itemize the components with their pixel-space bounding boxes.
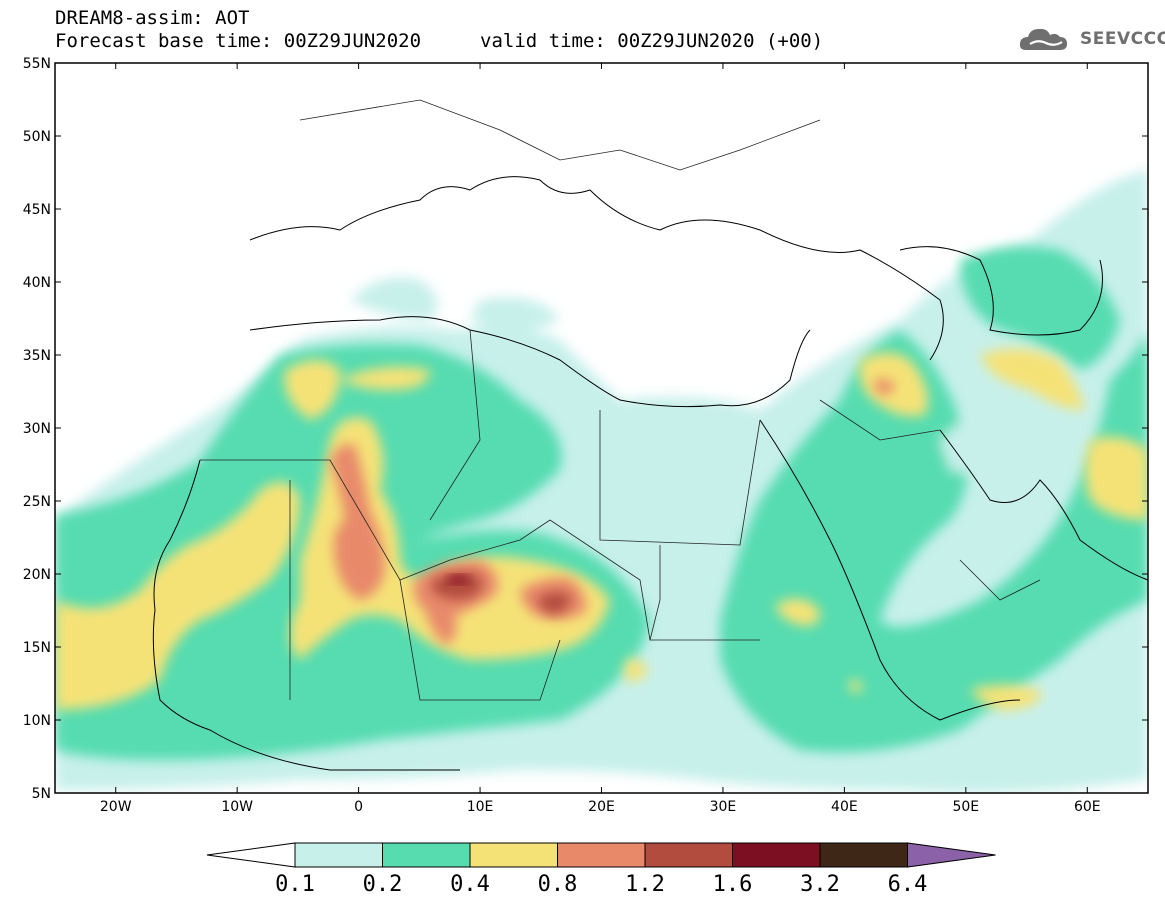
logo-text: SEEVCCC (1080, 29, 1165, 49)
colorbar (206, 842, 996, 868)
aot-level-1.2 (432, 572, 571, 614)
longitude-axis: 20W 10W 0 10E 20E 30E 40E 50E 60E (100, 63, 1101, 815)
lon-label: 40E (831, 799, 858, 815)
lat-label: 45N (23, 202, 51, 218)
colorbar-swatch (469, 842, 558, 868)
lat-label: 5N (32, 786, 51, 802)
lat-label: 55N (23, 56, 51, 72)
colorbar-swatch (819, 842, 908, 868)
colorbar-level-label: 3.2 (800, 872, 840, 897)
colorbar-arrow-high (907, 842, 996, 868)
colorbar-level-label: 0.1 (275, 872, 315, 897)
colorbar-swatch (382, 842, 471, 868)
colorbar-swatch (732, 842, 821, 868)
colorbar-level-label: 1.2 (625, 872, 665, 897)
colorbar-swatch (644, 842, 733, 868)
cloud-icon (1019, 28, 1067, 50)
lat-label: 40N (23, 275, 51, 291)
aot-field (55, 170, 1148, 793)
lon-label: 20E (588, 799, 615, 815)
lon-label: 30E (710, 799, 737, 815)
lat-label: 35N (23, 348, 51, 364)
map-title: DREAM8-assim: AOT (55, 7, 250, 29)
colorbar-level-label: 0.2 (362, 872, 403, 897)
colorbar-level-label: 0.8 (537, 872, 578, 897)
colorbar-level-label: 6.4 (887, 872, 928, 897)
lat-label: 30N (23, 421, 51, 437)
lon-label: 10W (221, 799, 253, 815)
aot-level-1.6 (448, 575, 470, 584)
colorbar-arrow-low (206, 842, 296, 868)
lat-label: 25N (23, 494, 51, 510)
colorbar-swatch (294, 842, 383, 868)
lat-label: 10N (23, 713, 51, 729)
valid-time: valid time: 00Z29JUN2020 (+00) (480, 30, 824, 52)
lat-label: 50N (23, 129, 51, 145)
lon-label: 10E (467, 799, 494, 815)
forecast-base-time: Forecast base time: 00Z29JUN2020 (55, 30, 422, 52)
lon-label: 0 (354, 799, 363, 815)
country-borders (200, 99, 1041, 701)
lon-label: 60E (1074, 799, 1101, 815)
lat-label: 15N (23, 640, 51, 656)
coastlines (152, 176, 1148, 771)
seevccc-logo: SEEVCCC (1018, 24, 1165, 54)
colorbar-level-label: 0.4 (450, 872, 490, 897)
lat-label: 20N (23, 567, 51, 583)
colorbar-level-label: 1.6 (712, 872, 753, 897)
lon-label: 50E (952, 799, 979, 815)
lon-label: 20W (100, 799, 132, 815)
colorbar-swatch (557, 842, 646, 868)
latitude-axis: 55N 50N 45N 40N 35N 30N 25N 20N 15N 10N 5N (23, 56, 1148, 802)
